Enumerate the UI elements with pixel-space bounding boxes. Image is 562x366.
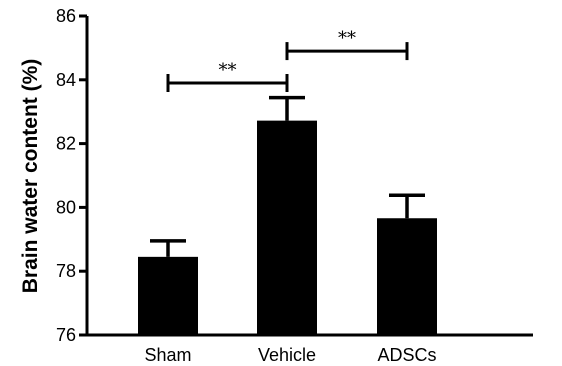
- significance-label: **: [219, 60, 237, 81]
- bar: [138, 256, 198, 335]
- y-tick-label: 82: [56, 134, 76, 154]
- bar: [257, 120, 317, 335]
- x-tick-label: Sham: [144, 345, 191, 365]
- y-tick-label: 78: [56, 261, 76, 281]
- x-tick-label: ADSCs: [377, 345, 436, 365]
- y-tick-label: 86: [56, 6, 76, 26]
- y-tick-label: 84: [56, 70, 76, 90]
- bar: [377, 218, 437, 335]
- y-tick-label: 76: [56, 325, 76, 345]
- significance-label: **: [338, 28, 356, 49]
- y-tick-label: 80: [56, 197, 76, 217]
- y-axis-label: Brain water content (%): [19, 59, 42, 294]
- x-tick-label: Vehicle: [258, 345, 316, 365]
